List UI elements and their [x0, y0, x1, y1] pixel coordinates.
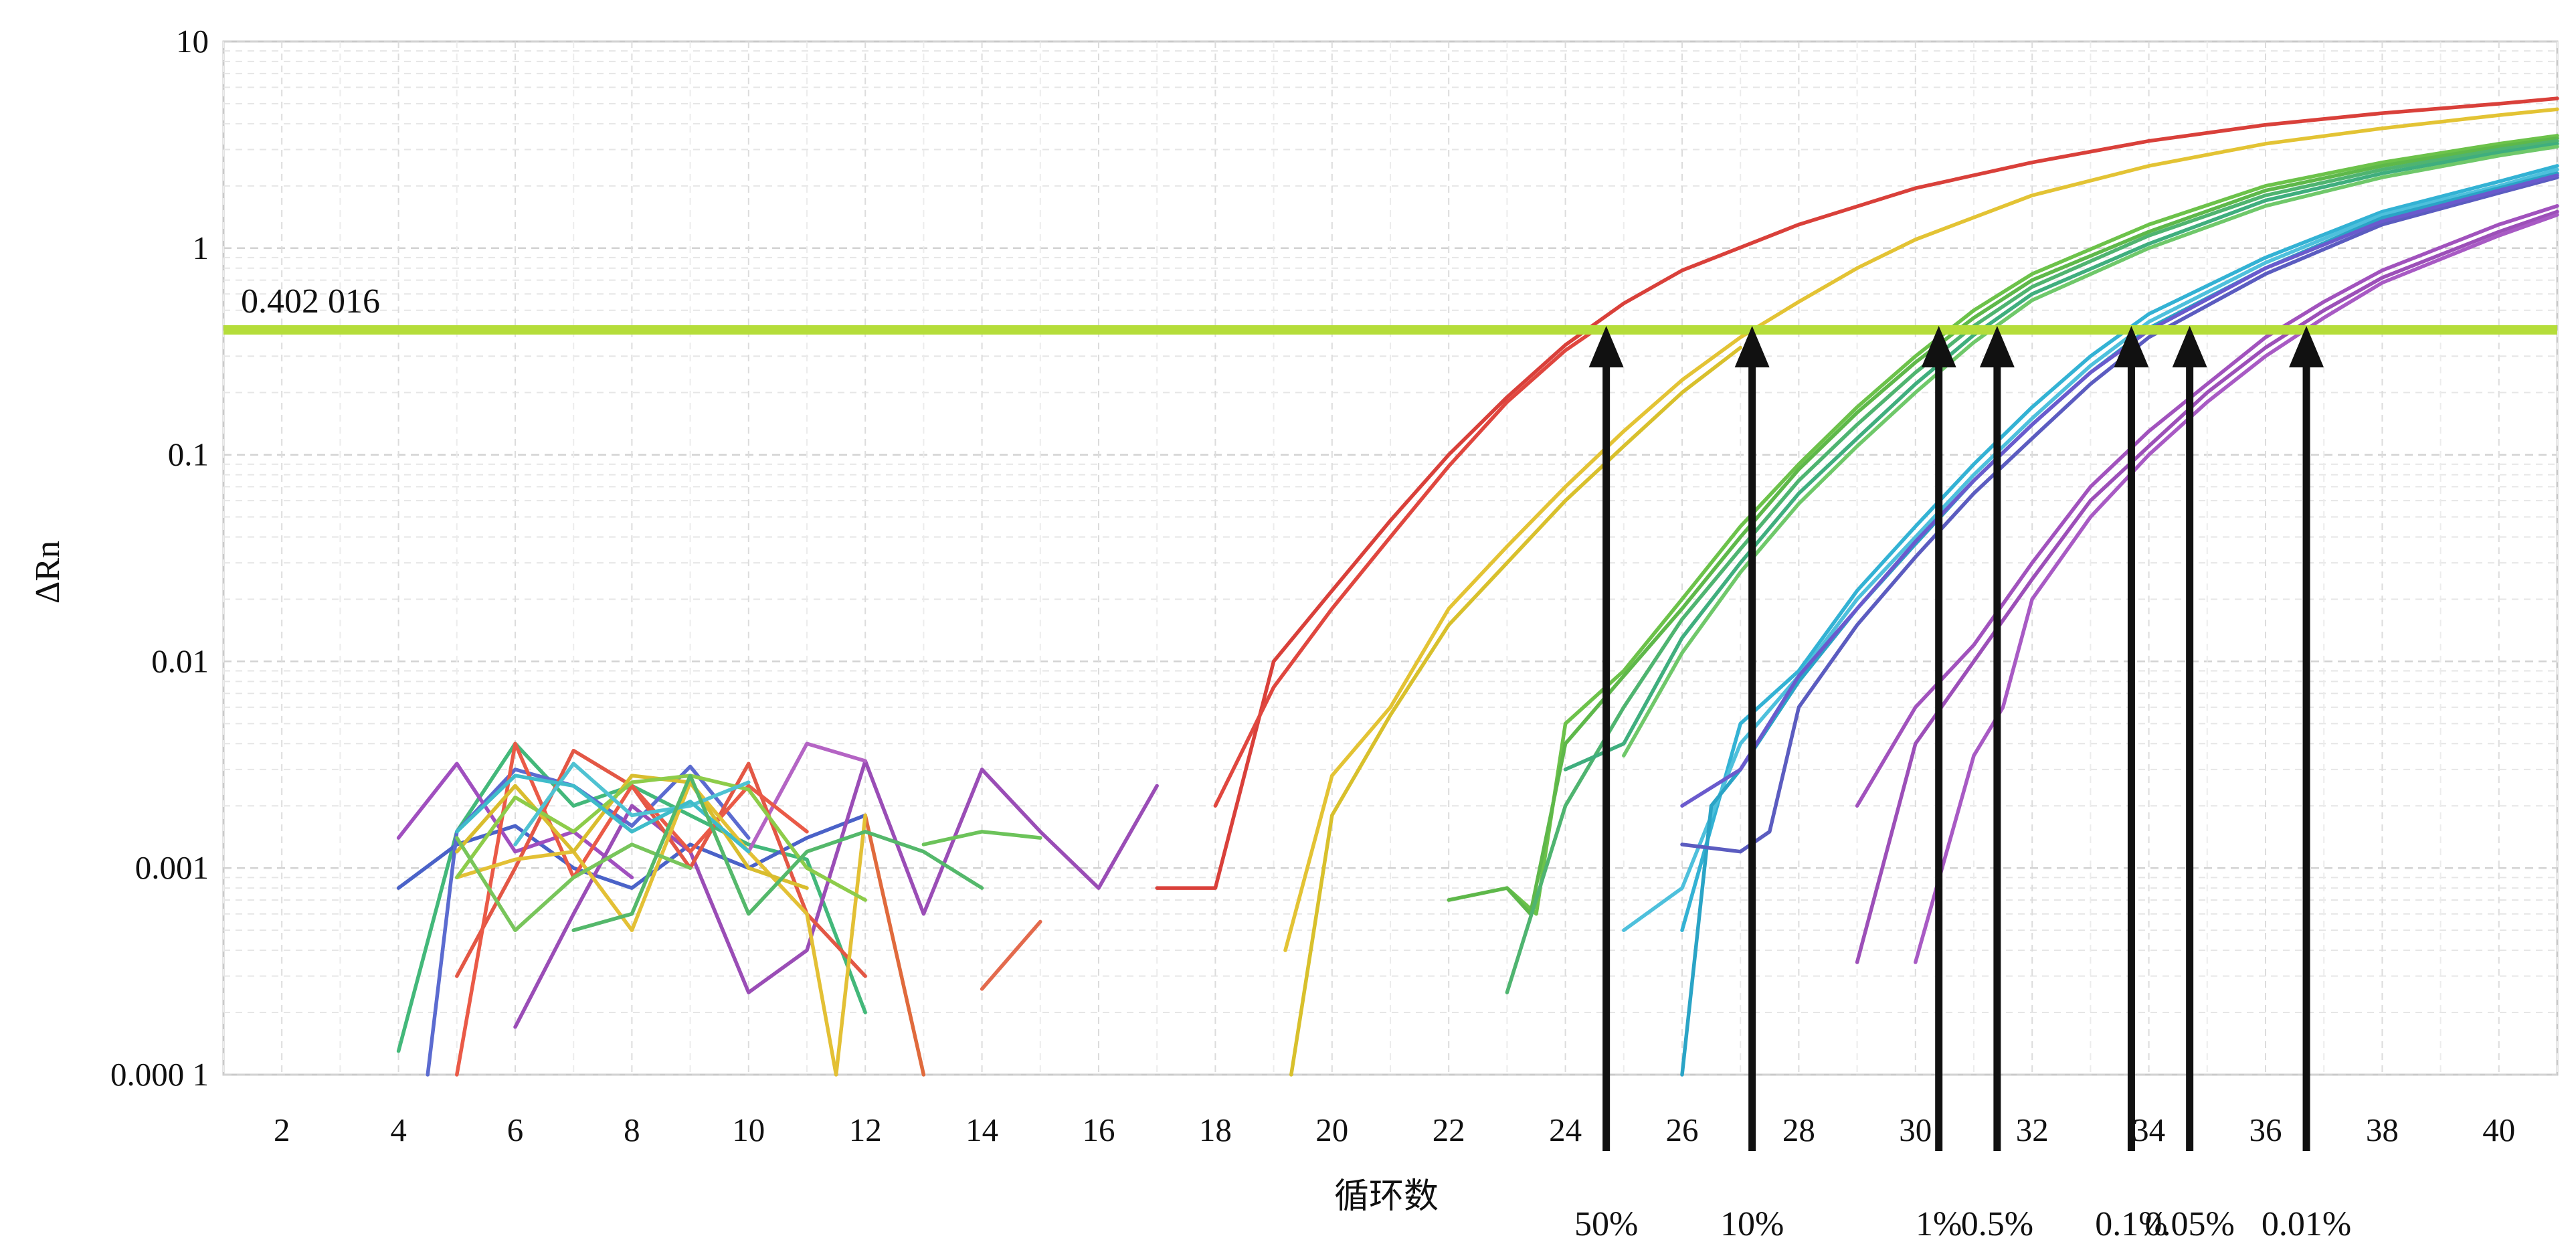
series-line-14 — [1680, 173, 2559, 808]
series-line-25 — [863, 813, 926, 1077]
marker-label-1: 50% — [1574, 1205, 1638, 1243]
y-tick-label-6: 0.000 1 — [110, 1056, 209, 1093]
grid-layer — [222, 40, 2559, 1076]
x-tick-label-15: 30 — [1899, 1111, 1932, 1148]
x-tick-label-6: 12 — [849, 1111, 882, 1148]
series-line-7 — [1505, 139, 2559, 994]
threshold-label: 0.402 016 — [241, 282, 380, 321]
x-tick-label-1: 2 — [274, 1111, 290, 1148]
x-tick-label-13: 26 — [1666, 1111, 1699, 1148]
series-line-24 — [455, 748, 867, 978]
series-line-32 — [455, 836, 693, 932]
x-tick-label-9: 18 — [1199, 1111, 1232, 1148]
marker-label-4: 0.5% — [1961, 1205, 2033, 1243]
series-line-31 — [455, 774, 751, 854]
y-tick-label-3: 0.1 — [168, 436, 209, 473]
series-line-19 — [396, 813, 867, 890]
marker-arrow-head-1 — [1588, 326, 1624, 368]
marker-label-6: 0.05% — [2144, 1205, 2234, 1243]
marker-arrow-head-7 — [2289, 326, 2324, 368]
series-line-26 — [455, 741, 809, 1077]
series-line-5 — [1505, 134, 2559, 916]
x-tick-label-7: 14 — [965, 1111, 998, 1148]
marker-arrow-head-2 — [1734, 326, 1770, 368]
x-tick-label-8: 16 — [1083, 1111, 1115, 1148]
marker-label-7: 0.01% — [2262, 1205, 2351, 1243]
series-line-13 — [1680, 175, 2559, 854]
marker-label-2: 10% — [1720, 1205, 1784, 1243]
series-line-16 — [1855, 209, 2559, 964]
x-tick-label-11: 22 — [1433, 1111, 1465, 1148]
series-line-29 — [455, 774, 867, 902]
y-tick-label-5: 0.001 — [135, 849, 209, 886]
marker-arrow-head-6 — [2172, 326, 2207, 368]
x-tick-label-3: 6 — [507, 1111, 524, 1148]
y-axis-title: ΔRn — [29, 541, 67, 604]
x-tick-label-5: 10 — [732, 1111, 765, 1148]
series-line-4 — [1289, 345, 1742, 1077]
marker-arrow-head-5 — [2114, 326, 2149, 368]
y-tick-label-2: 1 — [193, 230, 209, 266]
y-tick-label-1: 10 — [176, 23, 209, 60]
threshold-layer: 0.402 016 — [223, 282, 2557, 335]
x-tick-label-16: 32 — [2016, 1111, 2049, 1148]
marker-arrow-head-3 — [1921, 326, 1956, 368]
series-line-33 — [571, 774, 984, 932]
x-axis-title: 循环数 — [1334, 1178, 1439, 1216]
series-line-30 — [513, 762, 751, 846]
x-tick-label-14: 28 — [1782, 1111, 1815, 1148]
x-tick-label-18: 36 — [2249, 1111, 2282, 1148]
series-line-2 — [1213, 328, 1596, 808]
y-tick-label-4: 0.01 — [151, 642, 209, 679]
x-tick-label-10: 20 — [1315, 1111, 1348, 1148]
series-line-3 — [1283, 107, 2559, 952]
series-line-35 — [980, 919, 1042, 991]
series-line-6 — [1447, 136, 2559, 916]
x-tick-label-4: 8 — [624, 1111, 640, 1148]
series-line-10 — [1680, 164, 2559, 932]
x-tick-label-12: 24 — [1549, 1111, 1582, 1148]
series-line-28 — [455, 774, 809, 890]
marker-label-3: 1% — [1916, 1205, 1962, 1243]
series-line-1 — [1155, 96, 2559, 890]
series-line-15 — [1855, 204, 2559, 808]
series-line-9 — [1622, 145, 2559, 757]
x-tick-label-2: 4 — [390, 1111, 407, 1148]
marker-label-5: 0.1% — [2095, 1205, 2167, 1243]
x-tick-label-19: 38 — [2366, 1111, 2399, 1148]
series-line-34 — [921, 830, 1042, 846]
x-tick-label-17: 34 — [2132, 1111, 2165, 1148]
x-tick-label-20: 40 — [2482, 1111, 2515, 1148]
marker-arrow-head-4 — [1979, 326, 2015, 368]
marker-layer: 50% 10% 1%0.5% 0.1%0.05% 0.01% — [1574, 326, 2351, 1243]
plot-area — [222, 40, 2559, 1076]
